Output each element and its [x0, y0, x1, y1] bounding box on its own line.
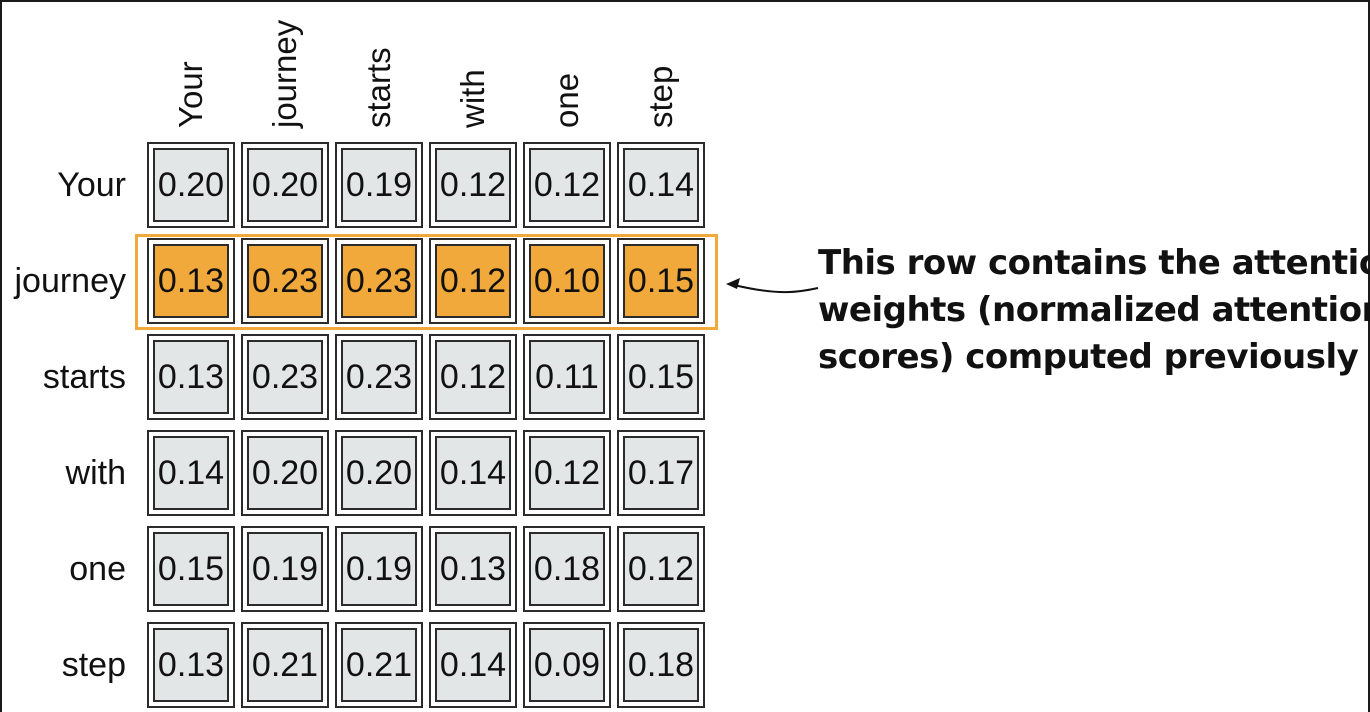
- annotation-arrow: [726, 278, 819, 294]
- weight-cell: 0.10: [523, 238, 611, 324]
- weight-cell: 0.12: [523, 430, 611, 516]
- weight-cell: 0.13: [429, 526, 517, 612]
- weight-cell: 0.21: [335, 622, 423, 708]
- weight-cell: 0.12: [429, 334, 517, 420]
- row-label-one: one: [69, 550, 126, 588]
- weight-cell: 0.12: [523, 142, 611, 228]
- weight-cell: 0.17: [617, 430, 705, 516]
- annotation-line-1: This row contains the attention: [818, 243, 1370, 283]
- weight-cell: 0.13: [147, 334, 235, 420]
- weight-cell: 0.11: [523, 334, 611, 420]
- weight-cell: 0.14: [617, 142, 705, 228]
- weight-cell: 0.23: [241, 334, 329, 420]
- weight-cell: 0.23: [335, 238, 423, 324]
- weight-cell: 0.15: [147, 526, 235, 612]
- weight-cell: 0.14: [429, 622, 517, 708]
- weight-cell: 0.09: [523, 622, 611, 708]
- row-label-with: with: [65, 454, 126, 492]
- weight-cell: 0.15: [617, 238, 705, 324]
- weight-cell: 0.14: [429, 430, 517, 516]
- weight-cell: 0.23: [335, 334, 423, 420]
- annotation-line-3: scores) computed previously: [818, 337, 1359, 377]
- weight-cell: 0.20: [241, 430, 329, 516]
- row-label-step: step: [61, 646, 126, 684]
- weight-cell: 0.14: [147, 430, 235, 516]
- weight-cell: 0.19: [241, 526, 329, 612]
- weight-cell: 0.12: [617, 526, 705, 612]
- column-header-your: Your: [172, 61, 209, 128]
- column-header-one: one: [548, 72, 585, 128]
- weight-cell: 0.21: [241, 622, 329, 708]
- weight-cell: 0.15: [617, 334, 705, 420]
- row-label-your: Your: [57, 166, 126, 204]
- column-header-with: with: [454, 69, 491, 128]
- weight-cell: 0.20: [335, 430, 423, 516]
- weight-cell: 0.19: [335, 526, 423, 612]
- annotation-line-2: weights (normalized attention: [818, 290, 1370, 330]
- weight-cell: 0.13: [147, 622, 235, 708]
- weight-cell: 0.12: [429, 238, 517, 324]
- highlighted-row-outline: [135, 234, 718, 330]
- column-header-step: step: [642, 65, 679, 128]
- weight-cell: 0.12: [429, 142, 517, 228]
- weight-cell: 0.18: [523, 526, 611, 612]
- weight-cell: 0.20: [241, 142, 329, 228]
- weight-cell: 0.18: [617, 622, 705, 708]
- annotation-text: This row contains the attention weights …: [818, 240, 1370, 381]
- column-header-journey: journey: [266, 19, 303, 128]
- weight-cell: 0.20: [147, 142, 235, 228]
- column-header-starts: starts: [360, 47, 397, 128]
- weight-cell: 0.19: [335, 142, 423, 228]
- weight-cell: 0.13: [147, 238, 235, 324]
- row-label-starts: starts: [42, 358, 126, 396]
- row-label-journey: journey: [14, 262, 126, 300]
- weight-cell: 0.23: [241, 238, 329, 324]
